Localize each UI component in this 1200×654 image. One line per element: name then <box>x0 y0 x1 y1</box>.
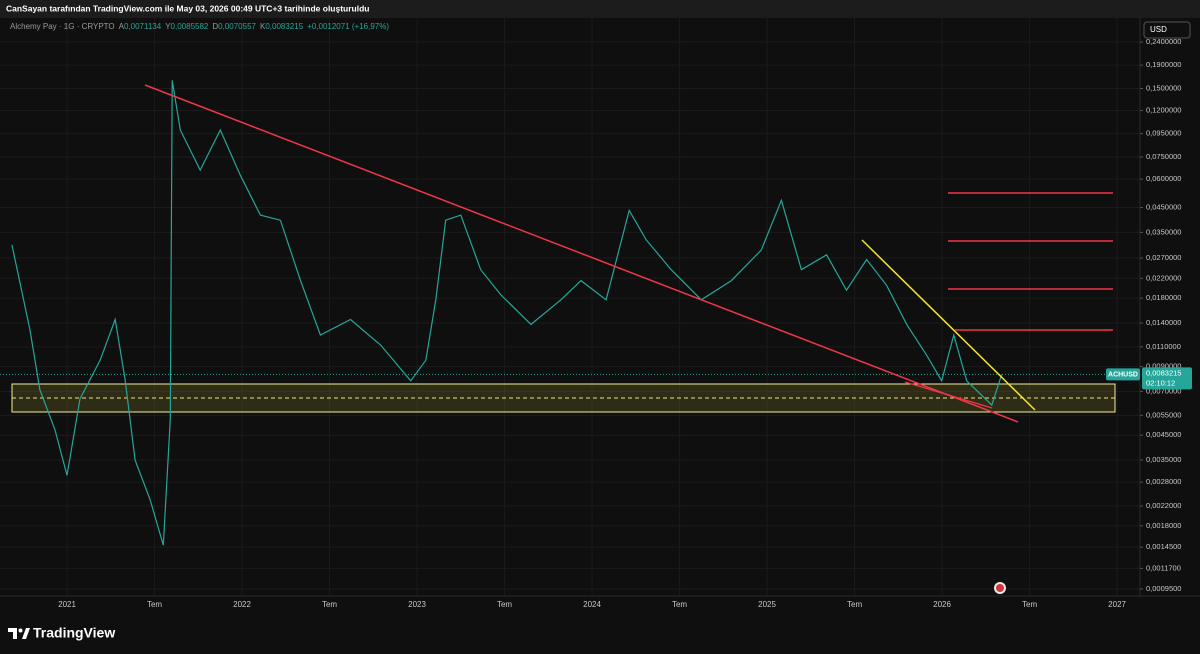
last-price: 0,0083215 <box>1146 368 1181 377</box>
ohlc-key: A <box>119 22 125 31</box>
y-tick-label: 0,0035000 <box>1146 455 1181 464</box>
y-tick-label: 0,0950000 <box>1146 129 1181 138</box>
y-tick-label: 0,0450000 <box>1146 203 1181 212</box>
ohlc-key: Y <box>165 22 171 31</box>
y-tick-label: 0,0600000 <box>1146 174 1181 183</box>
y-tick-label: 0,0750000 <box>1146 152 1181 161</box>
x-tick-label: Tem <box>147 600 162 609</box>
x-tick-label: 2024 <box>583 600 601 609</box>
y-tick-label: 0,0180000 <box>1146 293 1181 302</box>
chart-legend: Alchemy Pay · 1G · CRYPTO A0,0071134 Y0,00… <box>10 22 389 31</box>
y-tick-label: 0,0014500 <box>1146 542 1181 551</box>
x-tick-label: 2026 <box>933 600 951 609</box>
y-tick-label: 0,1200000 <box>1146 106 1181 115</box>
grid <box>0 18 1140 596</box>
ohlc: A0,0071134 Y0,0085582 D0,0070557 K0,0083215 <box>119 22 304 31</box>
y-tick-label: 0,0009500 <box>1146 584 1181 593</box>
last-price-tag <box>1142 367 1192 390</box>
support-zone <box>11 383 1116 413</box>
plot <box>0 80 1140 546</box>
y-tick-label: 0,0045000 <box>1146 430 1181 439</box>
event-icon-inner <box>996 584 1004 592</box>
y-tick-label: 0,0018000 <box>1146 521 1181 530</box>
x-tick-label: 2027 <box>1108 600 1126 609</box>
symbol-tag <box>1106 368 1140 381</box>
ohlc-value: 0,0070557 <box>218 22 256 31</box>
change: +0,0012071 (+16,97%) <box>307 22 389 31</box>
y-tick-label: 0,0270000 <box>1146 253 1181 262</box>
x-tick-label: 2023 <box>408 600 426 609</box>
x-tick-label: Tem <box>672 600 687 609</box>
x-tick-label: 2025 <box>758 600 776 609</box>
ohlc-key: D <box>212 22 218 31</box>
trendline <box>144 84 1019 423</box>
trendline <box>904 381 993 409</box>
y-tick-label: 0,0220000 <box>1146 273 1181 282</box>
ohlc-key: K <box>260 22 266 31</box>
x-tick-label: Tem <box>847 600 862 609</box>
y-tick-label: 0,0022000 <box>1146 501 1181 510</box>
y-tick-label: 0,0070000 <box>1146 387 1181 396</box>
y-tick-label: 0,0028000 <box>1146 477 1181 486</box>
y-tick-label: 0,0140000 <box>1146 318 1181 327</box>
y-tick-label: 0,0055000 <box>1146 410 1181 419</box>
brand-logo <box>8 628 30 639</box>
y-tick-label: 0,0350000 <box>1146 227 1181 236</box>
price-line <box>11 80 1003 546</box>
countdown: 02:10:12 <box>1146 378 1175 387</box>
x-tick-label: 2022 <box>233 600 251 609</box>
chart-title: Alchemy Pay · 1G · CRYPTO <box>10 22 115 31</box>
y-tick-label: 0,0011700 <box>1146 563 1181 572</box>
y-tick-label: 0,0110000 <box>1146 342 1181 351</box>
x-tick-label: Tem <box>497 600 512 609</box>
y-tick-label: 0,1900000 <box>1146 60 1181 69</box>
caption-bar <box>0 0 1200 18</box>
symbol: ACHUSD <box>1108 371 1138 378</box>
y-tick-label: 0,2400000 <box>1146 37 1181 46</box>
caption: CanSayan tarafından TradingView.com ile … <box>6 3 370 13</box>
x-tick-label: Tem <box>1022 600 1037 609</box>
currency-button[interactable] <box>1143 21 1191 39</box>
ohlc-value: 0,0083215 <box>265 22 303 31</box>
y-tick-label: 0,0090000 <box>1146 362 1181 371</box>
y-tick-label: 0,1500000 <box>1146 83 1181 92</box>
currency[interactable]: USD <box>1150 25 1167 34</box>
x-tick-label: Tem <box>322 600 337 609</box>
ohlc-value: 0,0085582 <box>171 22 209 31</box>
ohlc-value: 0,0071134 <box>124 22 162 31</box>
x-tick-label: 2021 <box>58 600 76 609</box>
trendline <box>861 239 1036 411</box>
brand: TradingView <box>33 625 115 641</box>
